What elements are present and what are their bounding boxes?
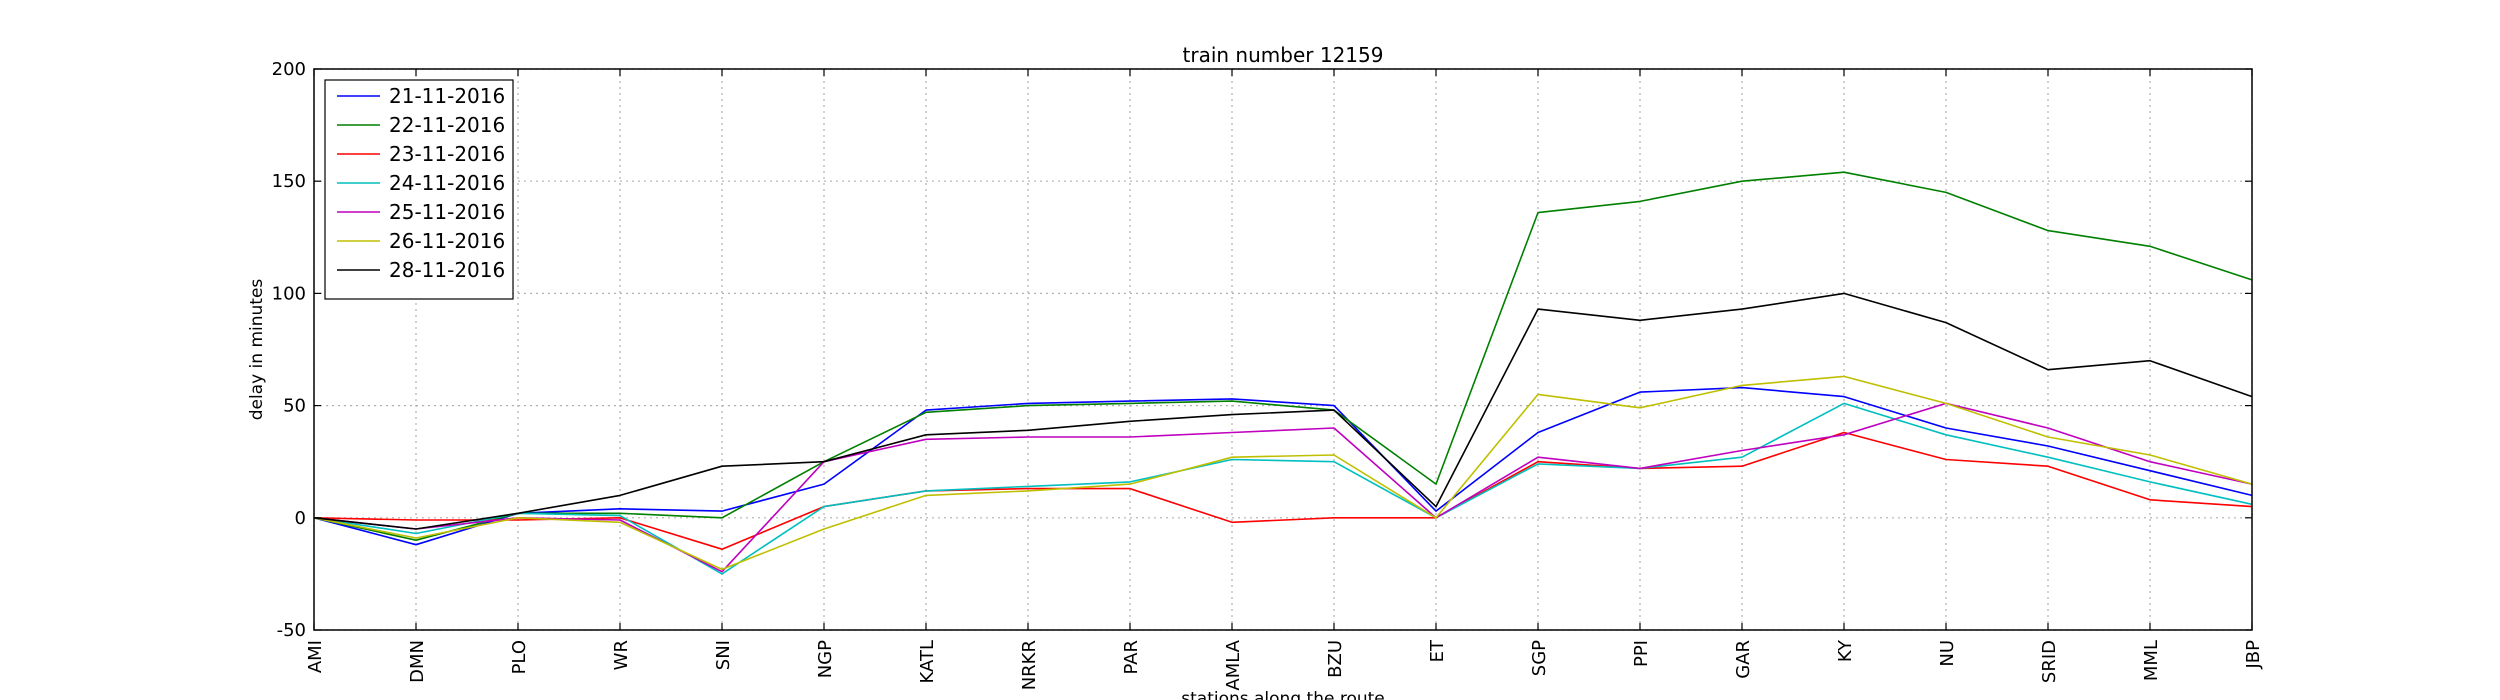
legend-label: 23-11-2016: [389, 142, 505, 166]
y-tick-label: 150: [272, 171, 306, 192]
series-line: [313, 375, 2253, 571]
legend: 21-11-2016 22-11-2016 23-11-2016 24-11-2016…: [324, 79, 514, 300]
series-line: [313, 402, 2253, 573]
y-tick-label: 100: [272, 283, 306, 304]
x-tick-label: SGP: [1529, 640, 1550, 676]
chart-title: train number 12159: [1183, 43, 1384, 67]
legend-label: 24-11-2016: [389, 171, 505, 195]
x-tick-label: NGP: [815, 640, 836, 678]
legend-box: [324, 79, 514, 300]
x-tick-label: AMLA: [1223, 639, 1244, 690]
x-tick-label: NRKR: [1019, 640, 1040, 690]
x-tick-label: BZU: [1325, 640, 1346, 678]
x-tick-label: AMI: [305, 640, 326, 673]
x-tick-label: DMN: [407, 640, 428, 683]
plot-frame: [313, 68, 2253, 631]
x-tick-label: ET: [1427, 639, 1448, 662]
series-line: [313, 292, 2253, 530]
y-tick-label: 0: [295, 508, 306, 529]
series-line: [313, 402, 2253, 575]
x-tick-label: MML: [2141, 640, 2162, 681]
series-line: [313, 386, 2253, 546]
series-line: [313, 431, 2253, 551]
x-tick-label: WR: [611, 640, 632, 670]
y-tick-label: 50: [283, 396, 306, 417]
x-tick-label: KY: [1835, 639, 1856, 662]
x-tick-label: PPI: [1631, 640, 1652, 667]
x-tick-label: JBP: [2243, 640, 2264, 670]
x-tick-label: KATL: [917, 640, 938, 683]
legend-label: 25-11-2016: [389, 200, 505, 224]
axis-ticks: -50 0 50 100 150 200 AMI DMN PLO WR SNI NGP KATL NRKR…: [272, 59, 2264, 691]
legend-label: 26-11-2016: [389, 229, 505, 253]
x-tick-label: SNI: [713, 640, 734, 670]
x-axis-label: stations along the route: [1181, 689, 1385, 700]
grid: [313, 68, 2253, 631]
x-tick-label: GAR: [1733, 640, 1754, 679]
x-tick-label: NU: [1937, 640, 1958, 667]
y-axis-label: delay in minutes: [247, 279, 267, 421]
legend-label: 21-11-2016: [389, 84, 505, 108]
series-line: [313, 171, 2253, 542]
y-tick-label: -50: [277, 620, 306, 641]
x-tick-label: SRID: [2039, 640, 2060, 683]
series-lines: [313, 171, 2253, 575]
legend-label: 22-11-2016: [389, 113, 505, 137]
x-tick-label: PAR: [1121, 640, 1142, 675]
legend-label: 28-11-2016: [389, 258, 505, 282]
y-tick-label: 200: [272, 59, 306, 80]
x-tick-label: PLO: [509, 640, 530, 674]
